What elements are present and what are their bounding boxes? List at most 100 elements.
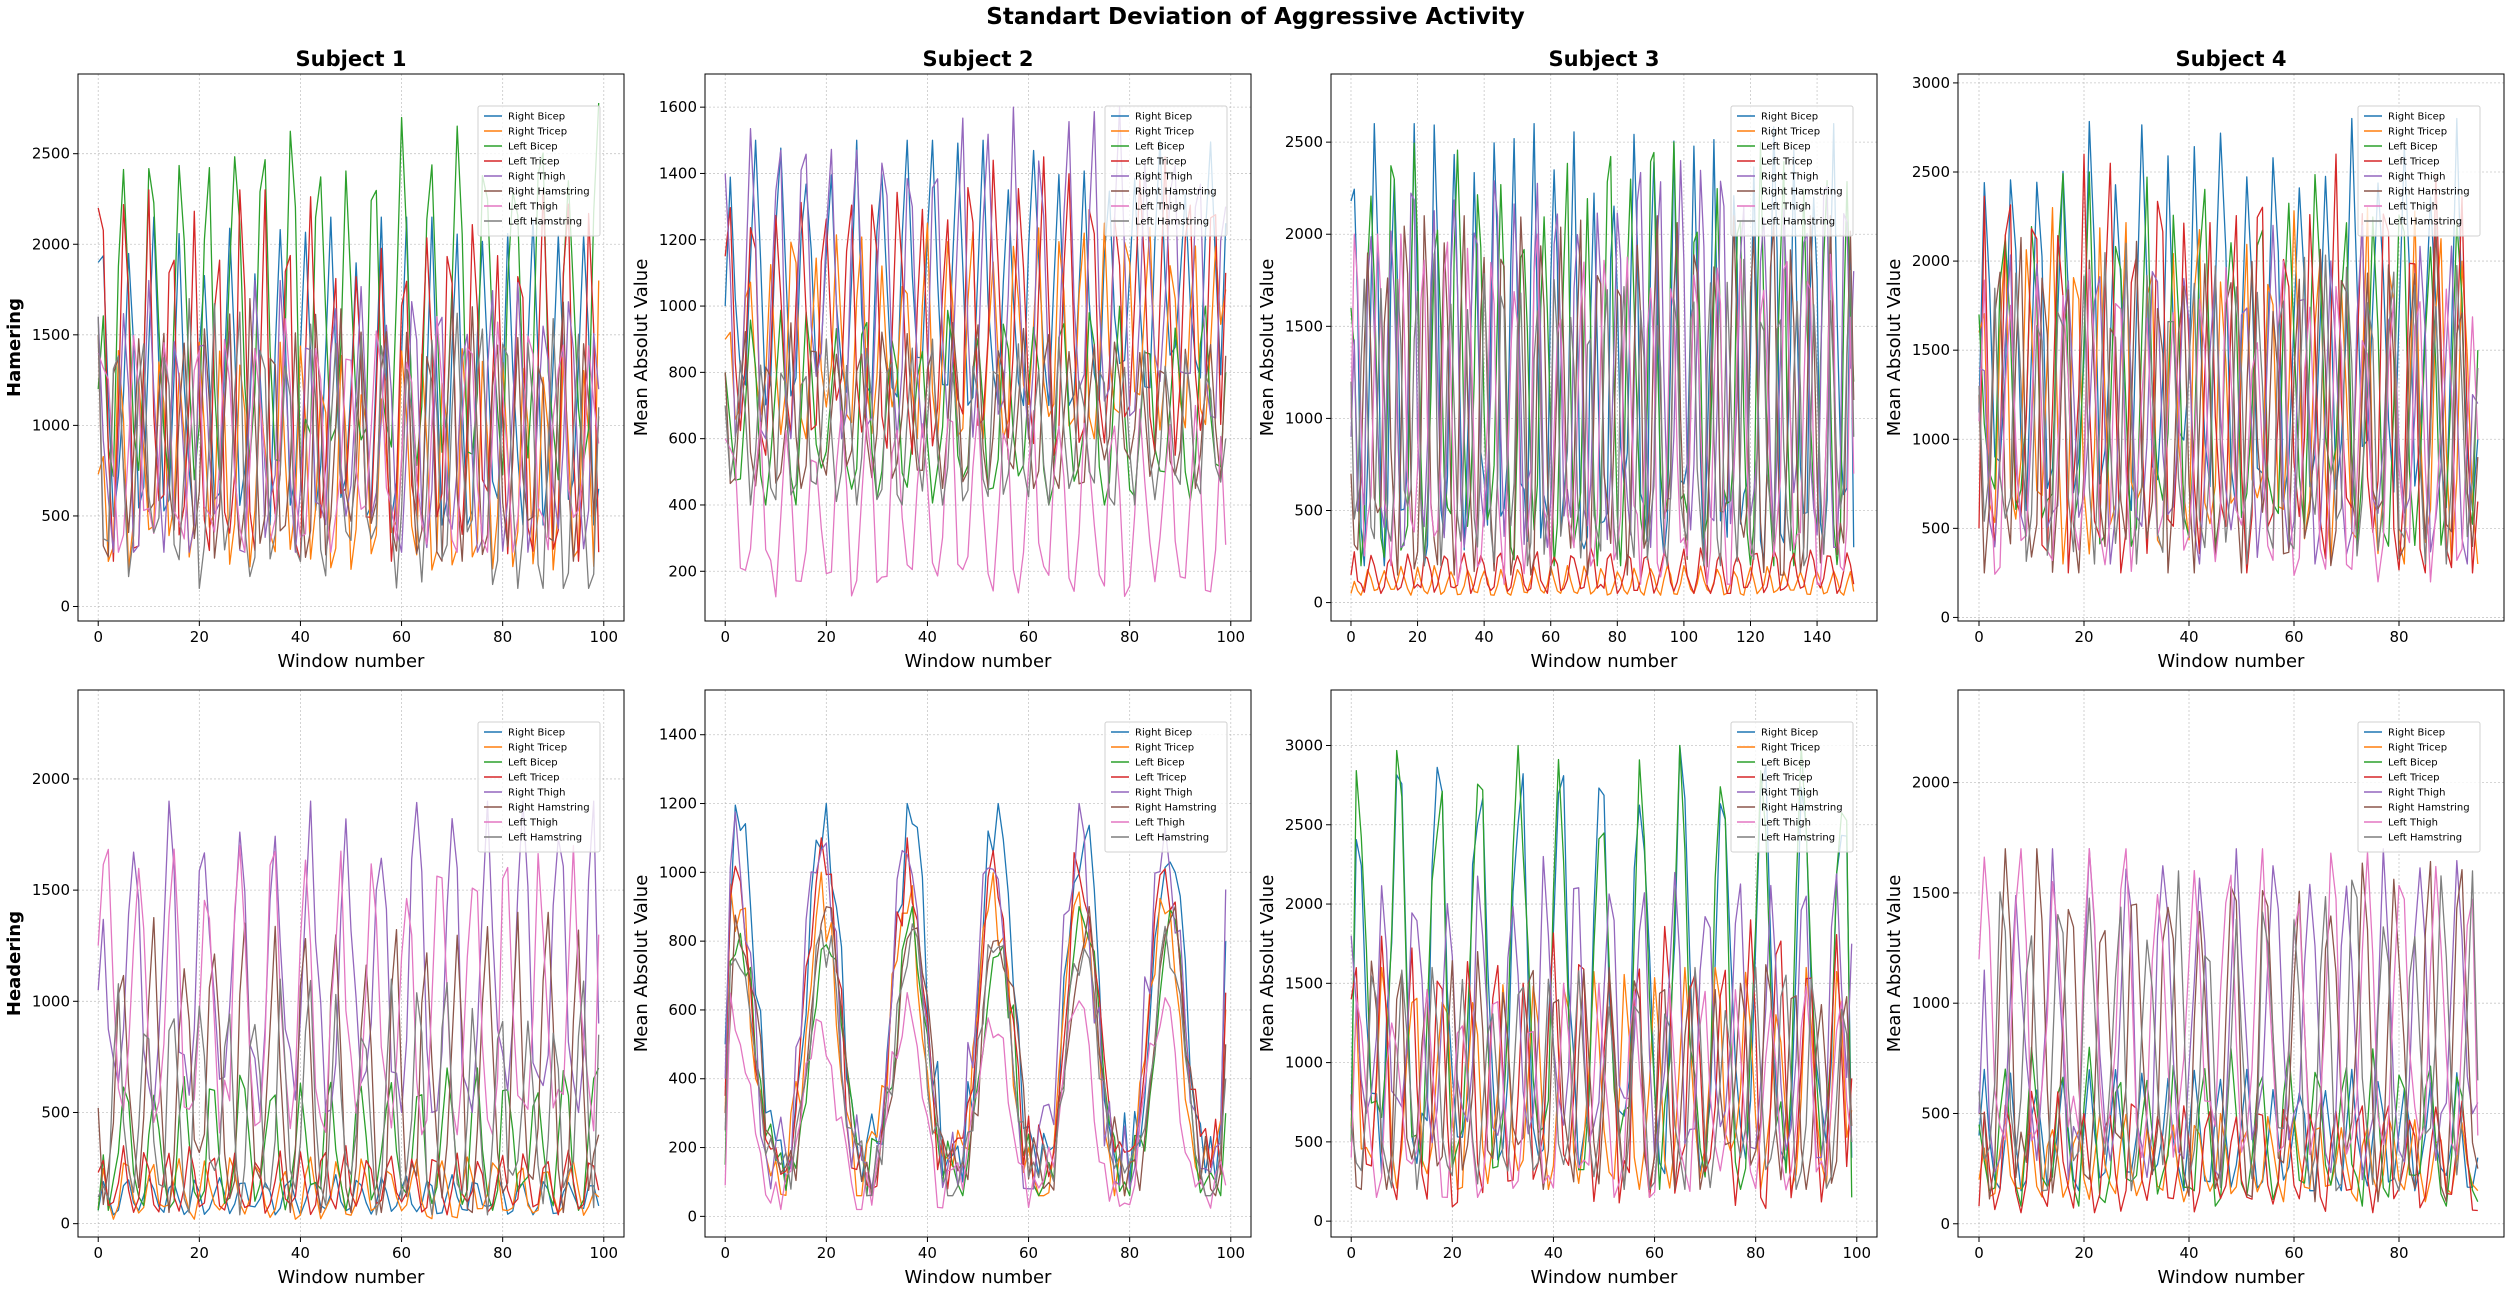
y-axis-label: Mean Absolut Value (631, 259, 652, 437)
subplot-s2-headering: 0 20 40 60 80 100 0 200 400 600 800 1000 1200 1400 Win… (627, 650, 1283, 1307)
series-line-left-tricep (1350, 546, 1855, 595)
legend-entry: Left Bicep (508, 142, 558, 153)
axes-frame (1330, 689, 1878, 1238)
x-tick-label: 100 (589, 1244, 618, 1262)
y-tick-label: 600 (668, 1001, 697, 1019)
x-tick-label: 80 (1120, 1244, 1139, 1262)
x-tick-label: 100 (1216, 628, 1245, 646)
series-group (1350, 123, 1855, 596)
x-tick-label: 80 (493, 628, 512, 646)
legend-entry: Left Bicep (2388, 758, 2438, 769)
chart-svg: 0 20 40 60 80 0 500 1000 1500 2000 2500 3000 Window … (1884, 47, 2505, 672)
axes-frame (1957, 689, 2505, 1238)
x-tick-label: 0 (720, 628, 730, 646)
series-line-right-hamstring (724, 906, 1227, 1197)
legend-entry: Right Thigh (508, 172, 565, 183)
legend-entry: Right Thigh (2388, 788, 2445, 799)
y-tick-label: 2000 (32, 235, 70, 253)
legend-entry: Left Bicep (508, 758, 558, 769)
legend-entry: Right Thigh (508, 788, 565, 799)
x-axis-label: Window number (278, 1267, 426, 1288)
x-tick-label: 140 (1803, 628, 1832, 646)
series-line-right-hamstring (97, 297, 600, 562)
axes-frame (1957, 73, 2505, 622)
chart-svg: 0 20 40 60 80 100 120 140 0 500 1000 1500 2000 2500 Wi… (1257, 47, 1878, 672)
legend-entry: Right Thigh (1761, 172, 1818, 183)
y-tick-label: 2500 (1285, 816, 1323, 834)
y-tick-label: 1000 (659, 297, 697, 315)
y-tick-label: 1500 (1912, 341, 1950, 359)
subplot-s4-hamering: 0 20 40 60 80 0 500 1000 1500 2000 2500 3000 Window … (1880, 34, 2511, 691)
legend-entry: Right Tricep (1135, 743, 1194, 754)
series-line-left-bicep (97, 1067, 600, 1211)
y-tick-label: 0 (1940, 1215, 1950, 1233)
chart-svg: 0 20 40 60 80 0 500 1000 1500 2000 Window number Me… (1884, 689, 2505, 1288)
subplot-s1-hamering: 0 20 40 60 80 100 0 500 1000 1500 2000 2500 Window n… (0, 34, 656, 691)
series-line-left-bicep (724, 906, 1227, 1197)
legend-entry: Left Thigh (508, 202, 558, 213)
x-tick-label: 40 (2179, 628, 2198, 646)
series-line-right-bicep (1350, 744, 1853, 1175)
legend-entry: Left Tricep (1761, 157, 1813, 168)
x-tick-label: 40 (2179, 1244, 2198, 1262)
legend-entry: Right Bicep (1761, 728, 1818, 739)
series-line-left-hamstring (1350, 254, 1855, 567)
legend-entry: Left Tricep (1135, 157, 1187, 168)
legend-entry: Left Hamstring (1761, 833, 1835, 844)
series-line-right-thigh (97, 279, 600, 553)
x-tick-label: 0 (1346, 628, 1356, 646)
y-tick-label: 2500 (1285, 133, 1323, 151)
series-line-left-hamstring (97, 297, 600, 590)
legend-entry: Right Tricep (1135, 127, 1194, 138)
x-tick-label: 20 (2074, 1244, 2093, 1262)
x-tick-label: 100 (1842, 1244, 1871, 1262)
axes-frame (77, 73, 625, 622)
subplot-s3-hamering: 0 20 40 60 80 100 120 140 0 500 1000 1500 2000 2500 Wi… (1253, 34, 1909, 691)
x-tick-label: 0 (1346, 1244, 1356, 1262)
legend: Right Bicep Right Tricep Left Bicep Left Tr… (1730, 721, 1854, 853)
y-tick-label: 2500 (1912, 163, 1950, 181)
x-tick-label: 20 (1443, 1244, 1462, 1262)
legend-box (1730, 721, 1854, 853)
x-axis-label: Window number (2158, 1267, 2306, 1288)
series-line-left-bicep (1350, 744, 1853, 1198)
legend-entry: Left Bicep (1135, 758, 1185, 769)
series-group (724, 802, 1227, 1211)
legend-entry: Right Bicep (508, 728, 565, 739)
x-tick-label: 20 (190, 1244, 209, 1262)
series-line-left-thigh (97, 845, 600, 1136)
x-tick-label: 100 (1216, 1244, 1245, 1262)
y-tick-label: 1500 (1912, 884, 1950, 902)
series-line-right-hamstring (1978, 224, 2479, 574)
x-tick-label: 40 (1475, 628, 1494, 646)
legend-entry: Left Hamstring (1135, 217, 1209, 228)
y-tick-label: 2500 (32, 145, 70, 163)
legend-entry: Left Thigh (508, 818, 558, 829)
x-tick-label: 0 (93, 1244, 103, 1262)
legend-entry: Right Hamstring (1761, 803, 1843, 814)
x-tick-label: 40 (291, 628, 310, 646)
subplot-s1-headering: 0 20 40 60 80 100 0 500 1000 1500 2000 Window numbe… (0, 650, 656, 1307)
x-tick-label: 60 (1541, 628, 1560, 646)
series-line-left-hamstring (724, 338, 1227, 506)
y-tick-label: 0 (60, 1215, 70, 1233)
series-line-left-hamstring (724, 923, 1227, 1197)
legend-entry: Left Thigh (1761, 202, 1811, 213)
legend-box (1730, 105, 1854, 237)
series-line-left-tricep (1978, 153, 2479, 574)
series-line-right-bicep (97, 216, 600, 526)
x-tick-label: 60 (1019, 628, 1038, 646)
y-axis-label: Mean Absolut Value (1884, 259, 1905, 437)
y-tick-label: 3000 (1285, 736, 1323, 754)
legend-entry: Right Hamstring (2388, 187, 2470, 198)
x-tick-label: 40 (918, 1244, 937, 1262)
legend-box (2357, 105, 2481, 237)
x-tick-label: 80 (2389, 628, 2408, 646)
legend-entry: Left Bicep (2388, 142, 2438, 153)
y-tick-label: 200 (668, 562, 697, 580)
legend-box (477, 721, 601, 853)
y-axis-label: Mean Absolut Value (1884, 875, 1905, 1053)
y-tick-label: 1500 (32, 326, 70, 344)
legend-entry: Left Hamstring (1761, 217, 1835, 228)
